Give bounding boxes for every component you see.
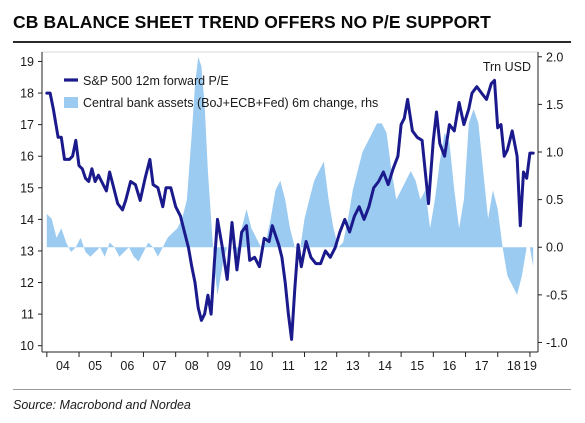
x-tick-label: 07	[153, 359, 167, 373]
right-tick-group: 2.0 1.5 1.0 0.5 0.0 -0.5 -1.0	[538, 50, 568, 350]
right-tick-label: 2.0	[546, 50, 563, 64]
left-tick-label: 10	[20, 339, 34, 353]
x-tick-label: 08	[185, 359, 199, 373]
title-divider	[13, 41, 571, 43]
x-tick-label: 14	[378, 359, 392, 373]
right-axis-unit: Trn USD	[483, 60, 531, 74]
left-tick-label: 14	[20, 213, 34, 227]
legend-label-cb-assets: Central bank assets (BoJ+ECB+Fed) 6m cha…	[83, 96, 378, 110]
x-tick-group: 04 05 06 07 08 09 10 11 12 13 14 15 16 17 18 19	[46, 352, 537, 373]
source-note: Source: Macrobond and Nordea	[13, 398, 191, 412]
x-tick-label: 11	[282, 359, 295, 373]
line-layer	[45, 78, 535, 341]
x-tick-label: 06	[120, 359, 134, 373]
series-pe-line	[45, 78, 535, 341]
legend-label-pe: S&P 500 12m forward P/E	[83, 74, 229, 88]
right-tick-label: -0.5	[546, 288, 568, 302]
x-tick-label: 17	[475, 359, 489, 373]
x-tick-label: 05	[88, 359, 102, 373]
left-tick-label: 11	[21, 308, 34, 322]
right-tick-label: 0.5	[546, 193, 563, 207]
left-tick-label: 19	[20, 55, 34, 69]
left-tick-label: 18	[20, 87, 34, 101]
x-tick-label: 13	[346, 359, 360, 373]
right-tick-label: -1.0	[546, 336, 568, 350]
left-tick-group: 10 11 12 13 14 15 16 17 18 19	[20, 55, 42, 353]
right-tick-label: 1.0	[546, 146, 563, 160]
x-tick-label: 18	[507, 359, 521, 373]
left-tick-label: 12	[20, 276, 34, 290]
area-layer	[46, 56, 534, 295]
right-tick-label: 0.0	[546, 241, 563, 255]
left-tick-label: 13	[20, 244, 34, 258]
chart-title: CB BALANCE SHEET TREND OFFERS NO P/E SUP…	[13, 12, 491, 32]
x-tick-label: 15	[410, 359, 424, 373]
left-tick-label: 15	[20, 181, 34, 195]
legend: S&P 500 12m forward P/E Central bank ass…	[64, 74, 378, 110]
x-tick-label: 16	[442, 359, 456, 373]
left-tick-label: 16	[20, 150, 34, 164]
series-cb-assets-area	[46, 56, 534, 295]
right-tick-label: 1.5	[546, 98, 563, 112]
legend-swatch-area	[64, 97, 78, 108]
x-tick-label: 09	[217, 359, 231, 373]
left-tick-label: 17	[20, 118, 34, 132]
x-tick-label: 10	[249, 359, 263, 373]
footer-divider	[13, 389, 571, 390]
x-tick-label: 12	[314, 359, 328, 373]
x-tick-label: 19	[523, 359, 537, 373]
x-tick-label: 04	[56, 359, 70, 373]
